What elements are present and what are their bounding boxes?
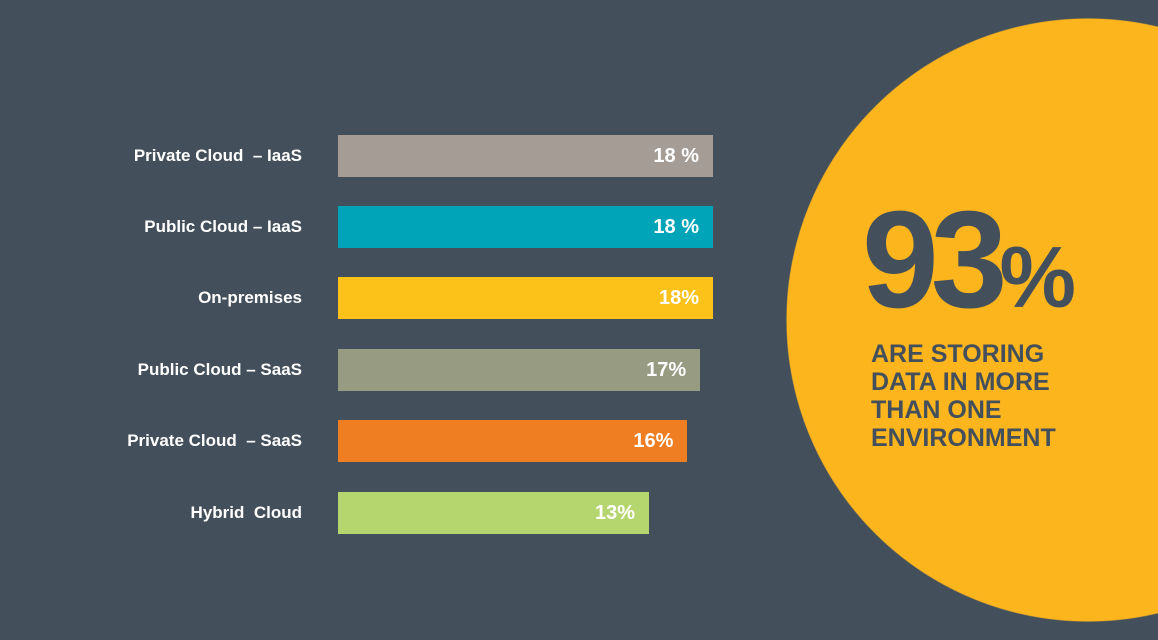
bar: 18% bbox=[338, 277, 713, 319]
bar: 13% bbox=[338, 492, 649, 534]
data-label: 18% bbox=[658, 287, 699, 309]
data-label: 17% bbox=[646, 359, 687, 381]
data-label: 16% bbox=[633, 430, 674, 452]
category-label: On-premises bbox=[198, 288, 302, 307]
bar: 18 % bbox=[338, 206, 713, 248]
bar: 17% bbox=[338, 349, 701, 391]
category-label: Private Cloud – IaaS bbox=[133, 146, 302, 165]
category-label: Hybrid Cloud bbox=[190, 503, 302, 522]
bar: 18 % bbox=[338, 135, 713, 177]
data-label: 13% bbox=[594, 502, 635, 524]
category-label: Public Cloud – IaaS bbox=[144, 217, 302, 236]
data-label: 18 % bbox=[653, 145, 699, 167]
callout-percent-sign: % bbox=[999, 230, 1076, 326]
category-label: Private Cloud – SaaS bbox=[127, 431, 302, 450]
callout-number: 93 bbox=[862, 183, 1007, 337]
callout-text: ARE STORING DATA IN MORE THAN ONE ENVIRO… bbox=[871, 340, 1056, 452]
callout-stat: 93% bbox=[862, 190, 1076, 348]
data-label: 18 % bbox=[653, 216, 699, 238]
category-label: Public Cloud – SaaS bbox=[137, 360, 302, 379]
callout-circle bbox=[786, 18, 1158, 622]
bar: 16% bbox=[338, 420, 688, 462]
